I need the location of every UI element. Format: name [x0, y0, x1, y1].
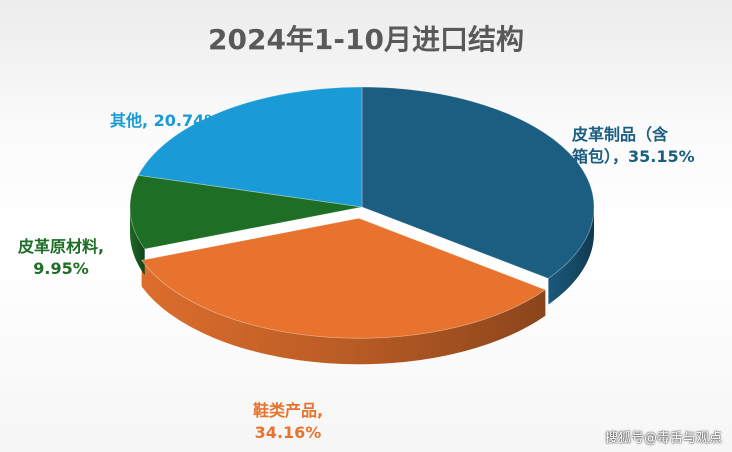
pie-sides — [130, 207, 594, 365]
pie-slice-side-shade — [548, 207, 594, 305]
pie-slice — [140, 217, 547, 339]
slice-label-line: 其他, 20.74% — [110, 111, 221, 130]
pie-slice — [129, 174, 363, 250]
slice-label-line: 34.16% — [254, 423, 322, 442]
slice-label-line: 皮革制品（含 — [572, 125, 669, 144]
pie-slice — [361, 86, 595, 279]
slice-label-line: 鞋类产品, — [252, 401, 324, 420]
slice-label-raw-leather: 皮革原材料, 9.95% — [6, 236, 116, 280]
slice-label-other: 其他, 20.74% — [110, 110, 220, 132]
pie-slice — [137, 86, 363, 208]
chart-title: 2024年1-10月进口结构 — [208, 23, 524, 56]
slice-label-line: 皮革原材料, — [17, 237, 105, 256]
pie-tops — [129, 86, 595, 339]
slice-label-leather-products: 皮革制品（含 箱包），35.15% — [572, 124, 695, 168]
pie-slice-side-shade — [141, 260, 546, 365]
slice-label-footwear: 鞋类产品, 34.16% — [228, 400, 348, 444]
watermark: 搜狐号@毒舌与观点 — [604, 431, 722, 446]
slice-label-line: 箱包），35.15% — [572, 147, 695, 166]
pie-slice-side-shade — [130, 207, 145, 275]
slice-label-line: 9.95% — [33, 259, 89, 278]
